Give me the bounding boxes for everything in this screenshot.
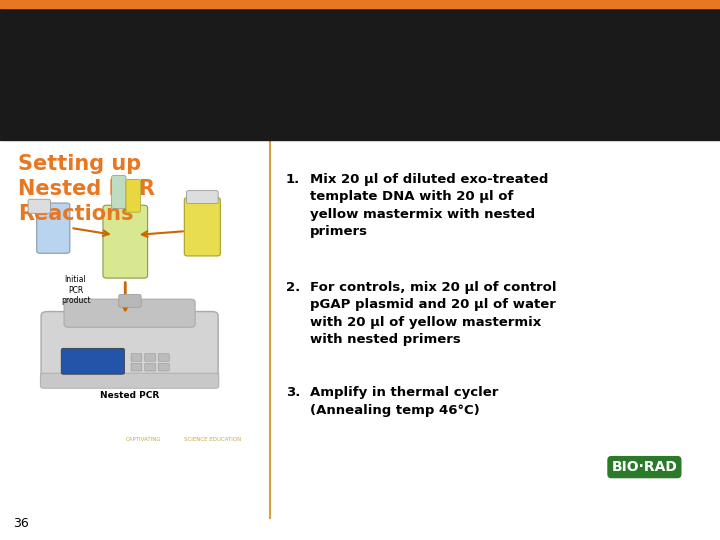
Text: Nested PCR: Nested PCR [100, 392, 159, 401]
Text: 1.: 1. [286, 173, 300, 186]
FancyBboxPatch shape [158, 354, 169, 361]
Text: BIO·RAD: BIO·RAD [611, 460, 678, 474]
Text: Setting up
Nested PCR
Reactions: Setting up Nested PCR Reactions [18, 154, 155, 224]
Text: CAPTIVATING: CAPTIVATING [126, 437, 161, 442]
FancyBboxPatch shape [37, 203, 70, 253]
Text: Amplify in thermal cycler
(Annealing temp 46°C): Amplify in thermal cycler (Annealing tem… [310, 386, 498, 416]
Text: Mix 20 µl of diluted exo-treated
template DNA with 20 µl of
yellow mastermix wit: Mix 20 µl of diluted exo-treated templat… [310, 173, 548, 238]
FancyBboxPatch shape [41, 312, 218, 385]
FancyBboxPatch shape [119, 294, 141, 307]
FancyBboxPatch shape [28, 199, 50, 213]
FancyBboxPatch shape [145, 354, 156, 361]
FancyBboxPatch shape [131, 363, 142, 371]
FancyBboxPatch shape [40, 373, 219, 388]
Text: Explorer: Explorer [22, 447, 101, 465]
FancyBboxPatch shape [158, 363, 169, 371]
FancyBboxPatch shape [103, 205, 148, 278]
FancyBboxPatch shape [64, 299, 195, 327]
FancyBboxPatch shape [186, 191, 218, 204]
Text: Protocol: Protocol [292, 122, 360, 137]
FancyBboxPatch shape [61, 348, 125, 374]
Bar [0, 0, 720, 8]
Bar [0, 8, 720, 140]
Text: Initial
PCR
product: Initial PCR product [60, 275, 91, 305]
Text: Biotechnology: Biotechnology [22, 422, 122, 436]
Text: For controls, mix 20 µl of control
pGAP plasmid and 20 µl of water
with 20 µl of: For controls, mix 20 µl of control pGAP … [310, 281, 556, 346]
FancyBboxPatch shape [131, 354, 142, 361]
Text: 36: 36 [13, 517, 29, 530]
Bar [0, 140, 266, 518]
FancyBboxPatch shape [145, 363, 156, 371]
Text: 3.: 3. [286, 386, 300, 399]
FancyBboxPatch shape [126, 179, 140, 212]
FancyBboxPatch shape [184, 198, 220, 256]
FancyBboxPatch shape [112, 176, 126, 208]
Text: 2.: 2. [286, 281, 300, 294]
Text: SCIENCE EDUCATION: SCIENCE EDUCATION [184, 437, 241, 442]
